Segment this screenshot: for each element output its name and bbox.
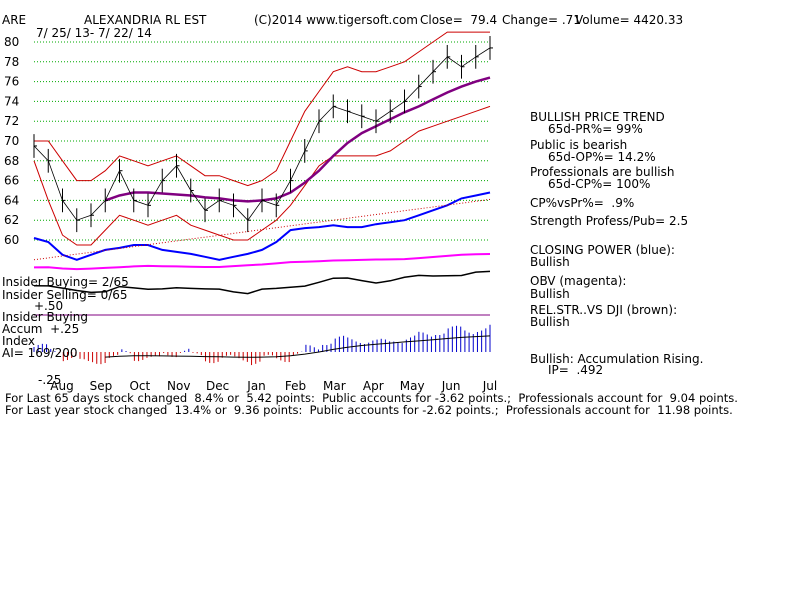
op-value: 65d-OP%= 14.2% — [548, 150, 656, 164]
y-tick-74: 74 — [4, 94, 19, 108]
y-tick-70: 70 — [4, 134, 19, 148]
obv-line — [33, 253, 491, 271]
insider-buying-label: Insider Buying — [2, 310, 88, 324]
y-tick-78: 78 — [4, 55, 19, 69]
month-label-mar: Mar — [323, 379, 346, 393]
close-value: Close= 79.4 — [420, 13, 498, 27]
y-tick-66: 66 — [4, 174, 19, 188]
pr-value: 65d-PR%= 99% — [548, 122, 643, 136]
obv-label: OBV (magenta): — [530, 274, 627, 288]
copyright: (C)2014 www.tigersoft.com — [254, 13, 418, 27]
month-label-sep: Sep — [90, 379, 113, 393]
closing-power-status: Bullish — [530, 255, 570, 269]
lower-band-line — [33, 105, 491, 246]
footer-65-days: For Last 65 days stock changed 8.4% or 5… — [5, 391, 738, 405]
cp-value: 65d-CP%= 100% — [548, 177, 651, 191]
y-tick-72: 72 — [4, 114, 19, 128]
month-label-dec: Dec — [206, 379, 229, 393]
ai-value: AI= 169/200 — [2, 346, 78, 360]
public-sentiment: Public is bearish — [530, 138, 628, 152]
month-label-jul: Jul — [482, 379, 497, 393]
month-label-apr: Apr — [363, 379, 384, 393]
ticker: ARE — [2, 13, 27, 27]
month-label-jun: Jun — [441, 379, 461, 393]
month-label-aug: Aug — [50, 379, 73, 393]
accum-plus50: +.50 — [34, 299, 64, 313]
y-tick-62: 62 — [4, 213, 19, 227]
change-value: Change= .71 — [502, 13, 581, 27]
cp-vs-pr: CP%vsPr%= .9% — [530, 196, 635, 210]
footer-year: For Last year stock changed 13.4% or 9.3… — [5, 403, 733, 417]
relstr-line — [33, 270, 491, 295]
y-tick-80: 80 — [4, 35, 19, 49]
relstr-label: REL.STR..VS DJI (brown): — [530, 303, 678, 317]
y-tick-76: 76 — [4, 75, 19, 89]
accum-plus25: Accum +.25 — [2, 322, 80, 336]
ip-value: IP= .492 — [548, 363, 604, 377]
closing-power-line — [33, 191, 491, 261]
trend-title: BULLISH PRICE TREND — [530, 110, 665, 124]
accum-minus25: -.25 — [38, 373, 62, 387]
index-label: Index — [2, 334, 36, 348]
closing-power-label: CLOSING POWER (blue): — [530, 243, 675, 257]
company-name: ALEXANDRIA RL EST — [84, 13, 207, 27]
y-tick-68: 68 — [4, 154, 19, 168]
month-label-may: May — [400, 379, 425, 393]
month-label-feb: Feb — [285, 379, 306, 393]
insider-selling: Insider Selling= 0/65 — [2, 288, 128, 302]
upper-band-line — [34, 31, 490, 187]
obv-status: Bullish — [530, 287, 570, 301]
relstr-status: Bullish — [530, 315, 570, 329]
ma-65d-line — [104, 76, 491, 203]
date-range: 7/ 25/ 13- 7/ 22/ 14 — [36, 26, 152, 40]
strength-ratio: Strength Profess/Pub= 2.5 — [530, 214, 689, 228]
insider-buying: Insider Buying= 2/65 — [2, 275, 129, 289]
month-label-oct: Oct — [129, 379, 150, 393]
volume-value: Volume= 4420.33 — [575, 13, 684, 27]
month-label-jan: Jan — [246, 379, 266, 393]
accumulation-status: Bullish: Accumulation Rising. — [530, 352, 704, 366]
professionals-sentiment: Professionals are bullish — [530, 165, 675, 179]
accum-ma-line — [105, 335, 491, 358]
y-tick-64: 64 — [4, 193, 19, 207]
y-tick-60: 60 — [4, 233, 19, 247]
price-line — [33, 47, 491, 221]
month-label-nov: Nov — [167, 379, 190, 393]
